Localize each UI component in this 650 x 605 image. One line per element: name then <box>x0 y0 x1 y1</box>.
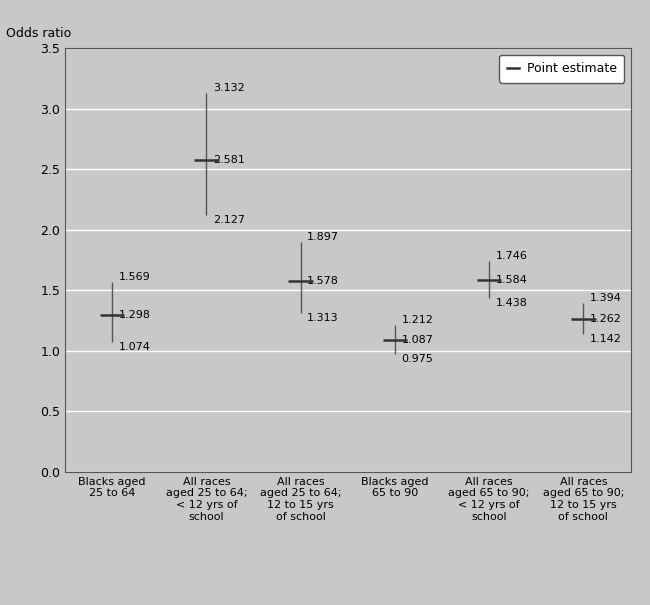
Text: 1.438: 1.438 <box>496 298 528 308</box>
Text: 1.142: 1.142 <box>590 334 622 344</box>
Text: 1.087: 1.087 <box>402 335 434 345</box>
Text: 1.313: 1.313 <box>307 313 339 323</box>
Text: 1.569: 1.569 <box>119 272 150 282</box>
Text: 0.975: 0.975 <box>402 354 434 364</box>
Text: 2.581: 2.581 <box>213 155 245 165</box>
Text: 1.394: 1.394 <box>590 293 622 303</box>
Text: 1.578: 1.578 <box>307 276 339 286</box>
Text: 1.212: 1.212 <box>402 315 434 325</box>
Text: 3.132: 3.132 <box>213 83 244 93</box>
Text: 1.897: 1.897 <box>307 232 339 243</box>
Text: 2.127: 2.127 <box>213 215 245 224</box>
Text: 1.584: 1.584 <box>496 275 528 285</box>
Text: 1.074: 1.074 <box>119 342 151 352</box>
Text: Odds ratio: Odds ratio <box>6 27 72 40</box>
Text: 1.262: 1.262 <box>590 314 622 324</box>
Text: 1.746: 1.746 <box>496 250 528 261</box>
Legend: Point estimate: Point estimate <box>499 54 624 83</box>
Text: 1.298: 1.298 <box>119 310 151 320</box>
